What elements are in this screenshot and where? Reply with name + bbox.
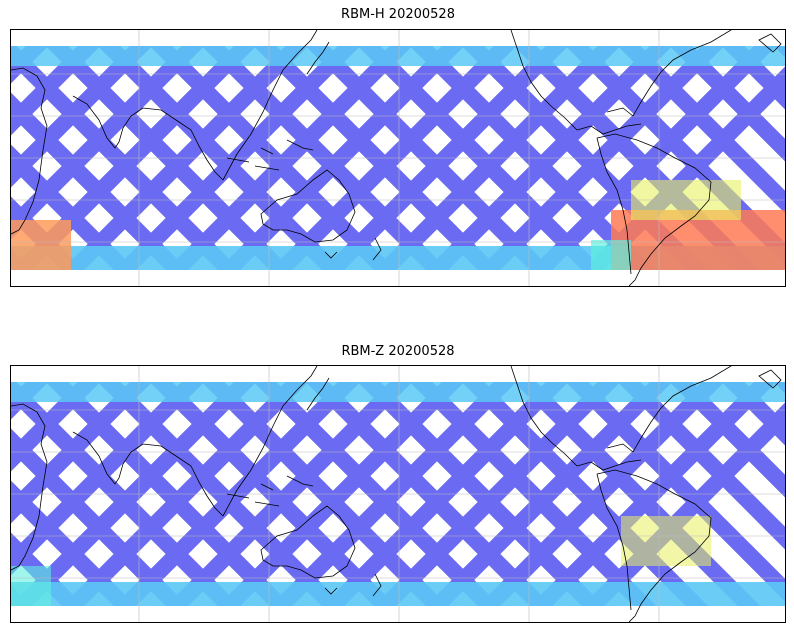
coastline [306,377,330,411]
top-map-title: RBM-H 20200528 [341,7,455,22]
orbit-swath [669,46,785,162]
coastline [510,366,578,467]
orbit-swath [721,382,785,446]
orbit-swath [721,46,785,110]
coastline [222,366,318,517]
coastline [11,403,48,571]
coastline [324,237,382,261]
coastline [72,431,144,485]
anomaly-layer [11,180,785,270]
south-coverage-strip [11,582,785,606]
coastline [72,95,144,149]
coastline [306,41,330,75]
coastline [510,30,578,131]
bottom-map-canvas [11,366,785,622]
coastline [576,123,642,135]
graticule [11,366,785,622]
coastline [606,107,634,117]
bottom-map-title: RBM-Z 20200528 [341,344,455,359]
coastline [260,169,356,243]
warm-region [621,516,711,566]
coastline [226,475,314,507]
top-map-canvas [11,30,785,286]
coastline [632,30,732,117]
coastline [226,139,314,171]
orbit-swath [669,382,785,498]
coastlines [11,366,782,622]
north-coverage-strip [11,382,785,402]
coastline [758,33,782,53]
coastline [632,366,732,453]
coastline [142,443,224,517]
coastline [596,133,712,286]
coastline [758,369,782,389]
bottom-swath-map [10,365,786,623]
coastline [222,30,318,181]
north-coverage-strip [11,46,785,66]
coastline [260,505,356,579]
coastline [11,67,48,235]
coastline [596,469,712,622]
coastline [576,459,642,471]
coastline [596,137,632,275]
graticule [11,30,785,286]
top-swath-map [10,29,786,287]
coastlines [11,30,782,286]
orbit-swath [11,46,101,136]
anomaly-layer [11,516,711,606]
warm-region [11,566,51,606]
orbit-swath [11,382,101,472]
coastline [606,443,634,453]
warm-region [591,240,631,270]
hot-region [11,220,71,270]
coastline [596,473,632,611]
coastline [142,107,224,181]
coastline [324,573,382,597]
